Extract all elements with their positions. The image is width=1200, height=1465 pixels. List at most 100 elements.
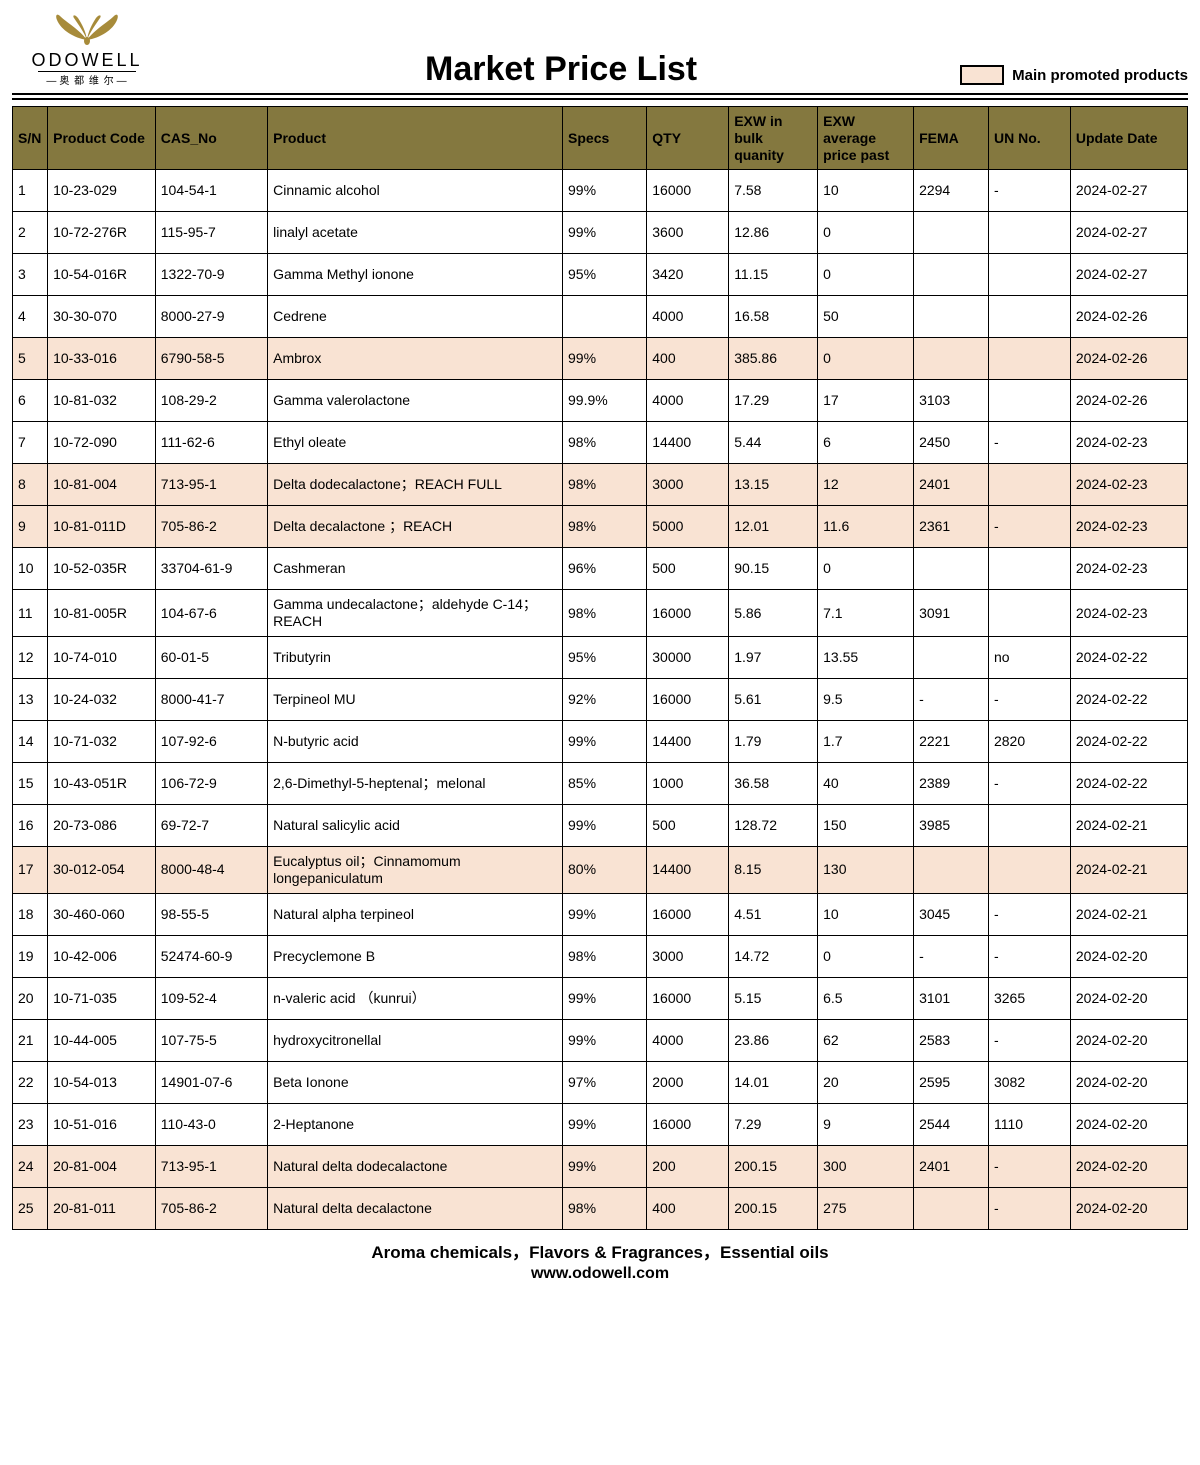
cell-fema: 2595 [914, 1061, 989, 1103]
cell-fema [914, 846, 989, 893]
table-row: 2010-71-035109-52-4n-valeric acid （kunru… [13, 977, 1188, 1019]
cell-cas: 8000-27-9 [155, 296, 267, 338]
cell-exw_bulk: 14.72 [729, 935, 818, 977]
cell-un [988, 296, 1070, 338]
table-row: 1210-74-01060-01-5Tributyrin95%300001.97… [13, 636, 1188, 678]
cell-exw_avg: 150 [818, 804, 914, 846]
cell-exw_avg: 10 [818, 170, 914, 212]
table-row: 710-72-090111-62-6Ethyl oleate98%144005.… [13, 422, 1188, 464]
cell-qty: 30000 [647, 636, 729, 678]
cell-sn: 7 [13, 422, 48, 464]
cell-exw_avg: 130 [818, 846, 914, 893]
cell-code: 10-43-051R [48, 762, 156, 804]
cell-sn: 23 [13, 1103, 48, 1145]
cell-update: 2024-02-23 [1070, 548, 1187, 590]
page-title: Market Price List [162, 50, 960, 89]
cell-update: 2024-02-27 [1070, 170, 1187, 212]
cell-sn: 17 [13, 846, 48, 893]
cell-fema [914, 338, 989, 380]
cell-product: Delta dodecalactone；REACH FULL [268, 464, 563, 506]
table-row: 1730-012-0548000-48-4Eucalyptus oil；Cinn… [13, 846, 1188, 893]
cell-update: 2024-02-22 [1070, 762, 1187, 804]
cell-update: 2024-02-20 [1070, 1061, 1187, 1103]
cell-exw_avg: 0 [818, 338, 914, 380]
cell-qty: 400 [647, 338, 729, 380]
cell-code: 10-72-090 [48, 422, 156, 464]
cell-sn: 9 [13, 506, 48, 548]
table-row: 430-30-0708000-27-9Cedrene400016.5850202… [13, 296, 1188, 338]
cell-un: no [988, 636, 1070, 678]
cell-un: - [988, 1187, 1070, 1229]
header-row: ODOWELL 奥 都 维 尔 Market Price List Main p… [12, 10, 1188, 89]
cell-product: 2,6-Dimethyl-5-heptenal；melonal [268, 762, 563, 804]
cell-cas: 106-72-9 [155, 762, 267, 804]
cell-cas: 98-55-5 [155, 893, 267, 935]
cell-fema [914, 296, 989, 338]
cell-update: 2024-02-20 [1070, 1019, 1187, 1061]
cell-code: 10-54-013 [48, 1061, 156, 1103]
cell-code: 30-012-054 [48, 846, 156, 893]
table-row: 510-33-0166790-58-5Ambrox99%400385.86020… [13, 338, 1188, 380]
cell-exw_avg: 10 [818, 893, 914, 935]
cell-fema: 2294 [914, 170, 989, 212]
cell-specs: 99.9% [563, 380, 647, 422]
column-header-qty: QTY [647, 107, 729, 170]
cell-exw_bulk: 14.01 [729, 1061, 818, 1103]
cell-product: Gamma Methyl ionone [268, 254, 563, 296]
cell-cas: 60-01-5 [155, 636, 267, 678]
cell-fema: 2401 [914, 464, 989, 506]
cell-specs: 97% [563, 1061, 647, 1103]
cell-qty: 3000 [647, 464, 729, 506]
cell-qty: 4000 [647, 380, 729, 422]
cell-sn: 5 [13, 338, 48, 380]
cell-update: 2024-02-27 [1070, 212, 1187, 254]
cell-update: 2024-02-21 [1070, 804, 1187, 846]
cell-qty: 4000 [647, 296, 729, 338]
butterfly-icon [52, 10, 122, 48]
cell-cas: 14901-07-6 [155, 1061, 267, 1103]
cell-un: - [988, 893, 1070, 935]
cell-exw_avg: 11.6 [818, 506, 914, 548]
cell-exw_avg: 6.5 [818, 977, 914, 1019]
cell-qty: 16000 [647, 678, 729, 720]
cell-product: Terpineol MU [268, 678, 563, 720]
cell-exw_avg: 6 [818, 422, 914, 464]
cell-qty: 3420 [647, 254, 729, 296]
cell-exw_bulk: 16.58 [729, 296, 818, 338]
cell-specs: 80% [563, 846, 647, 893]
logo-brand-text: ODOWELL [12, 50, 162, 71]
cell-qty: 3000 [647, 935, 729, 977]
column-header-sn: S/N [13, 107, 48, 170]
cell-exw_avg: 20 [818, 1061, 914, 1103]
cell-fema: - [914, 678, 989, 720]
cell-un: - [988, 1019, 1070, 1061]
cell-exw_avg: 9 [818, 1103, 914, 1145]
cell-cas: 33704-61-9 [155, 548, 267, 590]
cell-update: 2024-02-23 [1070, 506, 1187, 548]
cell-qty: 14400 [647, 422, 729, 464]
cell-code: 20-81-004 [48, 1145, 156, 1187]
cell-cas: 111-62-6 [155, 422, 267, 464]
title-block: Market Price List [162, 50, 960, 89]
table-row: 1510-43-051R106-72-92,6-Dimethyl-5-hepte… [13, 762, 1188, 804]
cell-specs: 99% [563, 720, 647, 762]
cell-cas: 705-86-2 [155, 506, 267, 548]
cell-un [988, 338, 1070, 380]
column-header-fema: FEMA [914, 107, 989, 170]
table-row: 1310-24-0328000-41-7Terpineol MU92%16000… [13, 678, 1188, 720]
table-header: S/NProduct CodeCAS_NoProductSpecsQTYEXW … [13, 107, 1188, 170]
cell-exw_bulk: 128.72 [729, 804, 818, 846]
footer: Aroma chemicals，Flavors & Fragrances，Ess… [12, 1230, 1188, 1297]
cell-code: 10-33-016 [48, 338, 156, 380]
cell-cas: 8000-48-4 [155, 846, 267, 893]
cell-code: 10-81-032 [48, 380, 156, 422]
cell-fema: 3091 [914, 590, 989, 637]
cell-un: 1110 [988, 1103, 1070, 1145]
table-header-row: S/NProduct CodeCAS_NoProductSpecsQTYEXW … [13, 107, 1188, 170]
column-header-specs: Specs [563, 107, 647, 170]
cell-specs: 98% [563, 422, 647, 464]
cell-cas: 109-52-4 [155, 977, 267, 1019]
cell-sn: 24 [13, 1145, 48, 1187]
table-row: 1410-71-032107-92-6N-butyric acid99%1440… [13, 720, 1188, 762]
cell-specs: 99% [563, 170, 647, 212]
